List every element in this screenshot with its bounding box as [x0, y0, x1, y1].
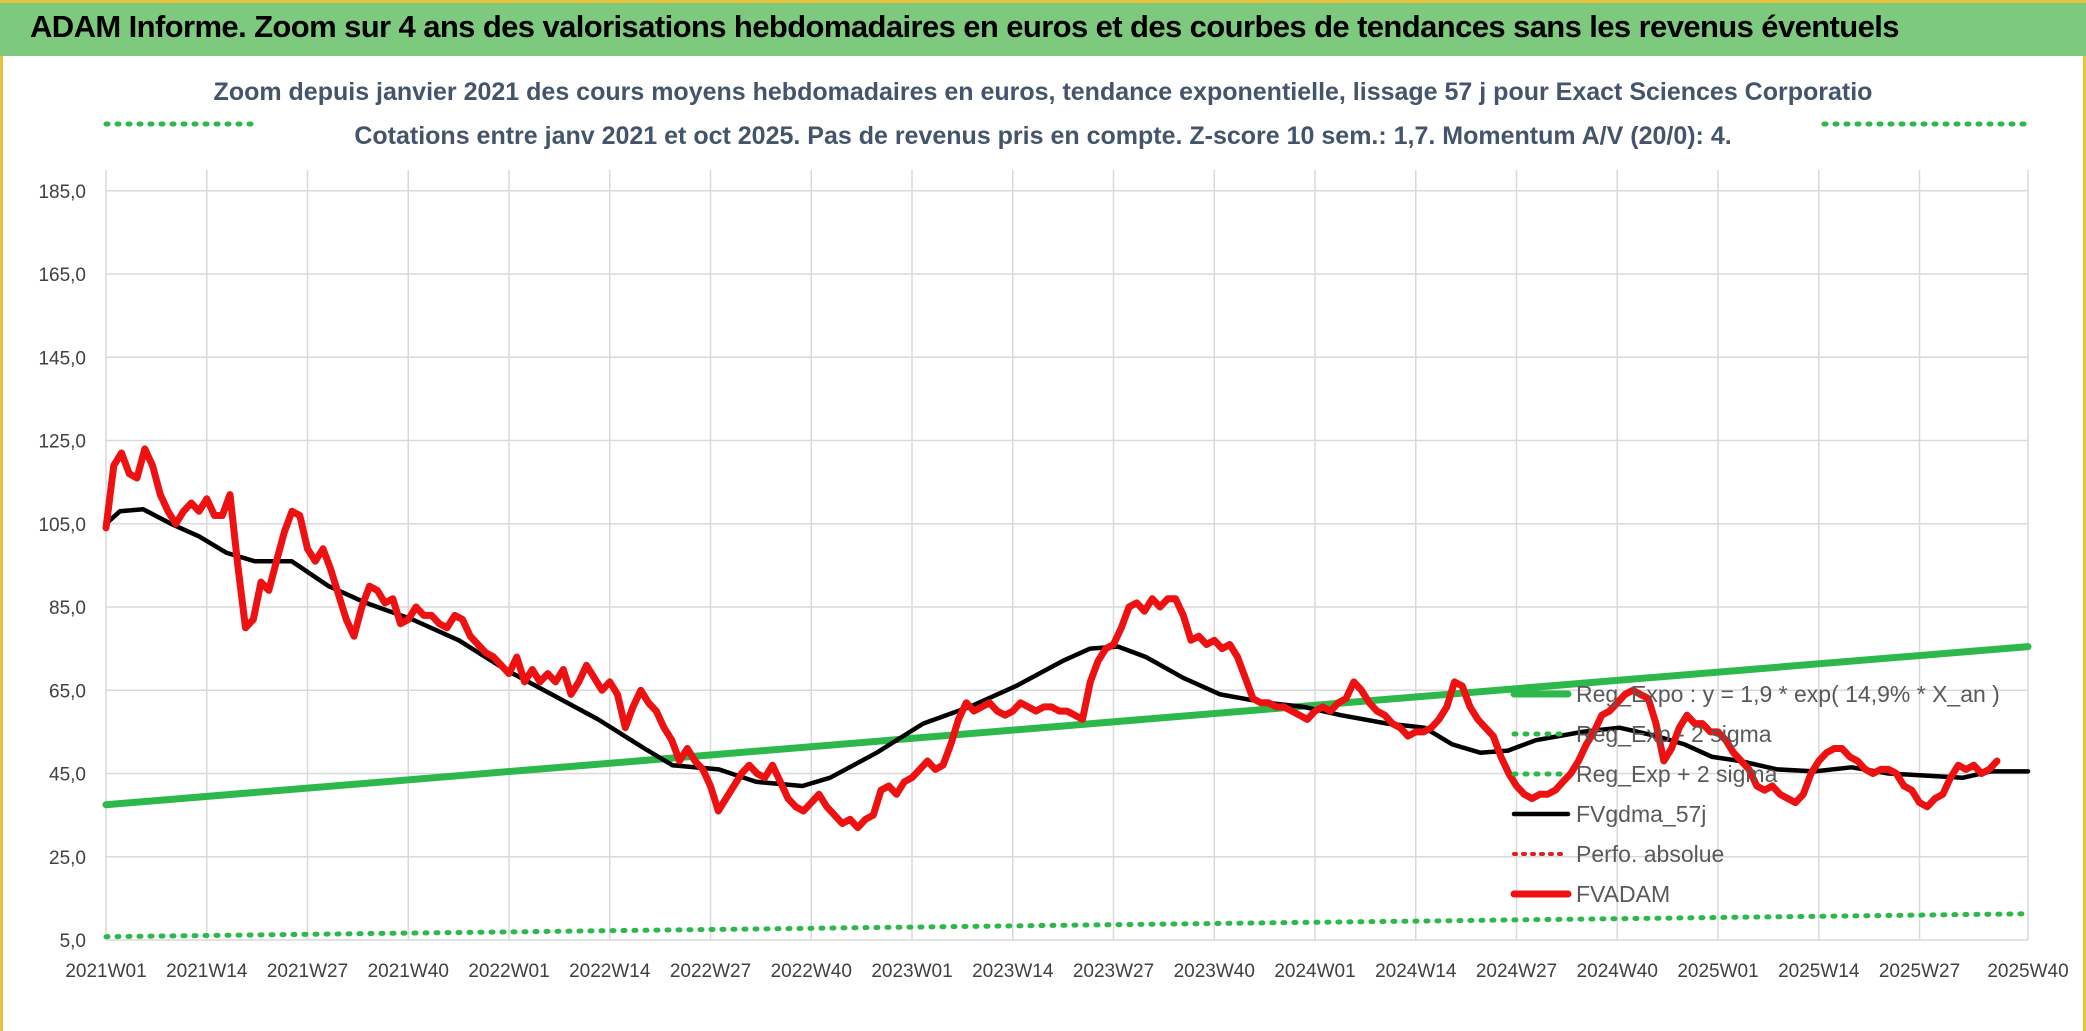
grid-layer [105, 170, 2029, 941]
y-tick-label: 85,0 [49, 598, 86, 619]
x-tick-label: 2023W27 [1073, 961, 1154, 982]
y-tick-label: 145,0 [38, 348, 86, 369]
legend-perfo-absolue-label: Perfo. absolue [1576, 841, 1724, 867]
x-tick-label: 2022W14 [569, 961, 651, 982]
x-tick-label: 2021W27 [267, 961, 348, 982]
y-tick-label: 5,0 [60, 931, 86, 952]
banner-title: ADAM Informe. Zoom sur 4 ans des valoris… [30, 9, 1900, 44]
chart-title: Zoom depuis janvier 2021 des cours moyen… [214, 78, 1873, 106]
x-tick-label: 2024W40 [1577, 961, 1658, 982]
x-tick-label: 2025W40 [1987, 961, 2068, 982]
y-tick-label: 125,0 [38, 432, 86, 453]
chart-frame [0, 56, 2086, 1031]
reg-minus-2sigma-line [103, 911, 2031, 940]
x-tick-label: 2025W01 [1677, 961, 1758, 982]
y-tick-label: 65,0 [49, 681, 86, 702]
x-axis-ticks: 2021W01 2021W14 2021W27 2021W40 2022W01 2022W… [65, 961, 2068, 982]
y-tick-label: 185,0 [38, 182, 86, 203]
y-axis-ticks: 5,0 25,0 45,0 65,0 85,0 105,0 125,0 145,0 165,0 1… [38, 182, 86, 952]
reg-expo-line [102, 643, 2032, 809]
x-tick-label: 2025W14 [1778, 961, 1860, 982]
y-tick-label: 45,0 [49, 765, 86, 786]
x-tick-label: 2021W01 [65, 961, 146, 982]
legend-fvgdma-57j-label: FVgdma_57j [1576, 801, 1706, 827]
legend-fvadam-label: FVADAM [1576, 881, 1670, 907]
report-banner: ADAM Informe. Zoom sur 4 ans des valoris… [0, 0, 2086, 56]
chart-subtitle: Cotations entre janv 2021 et oct 2025. P… [354, 122, 1731, 150]
x-tick-label: 2023W14 [972, 961, 1054, 982]
x-tick-label: 2023W40 [1174, 961, 1255, 982]
x-tick-label: 2021W40 [368, 961, 449, 982]
y-tick-label: 105,0 [38, 515, 86, 536]
x-tick-label: 2024W14 [1375, 961, 1457, 982]
y-tick-label: 25,0 [49, 848, 86, 869]
x-tick-label: 2022W27 [670, 961, 751, 982]
x-tick-label: 2025W27 [1879, 961, 1960, 982]
legend-reg-minus-2sigma-label: Reg_Exp - 2 sigma [1576, 721, 1772, 747]
x-tick-label: 2021W14 [166, 961, 248, 982]
legend-reg-expo-label: Reg_Expo : y = 1,9 * exp( 14,9% * X_an ) [1576, 681, 2000, 707]
x-tick-label: 2023W01 [871, 961, 952, 982]
fvadam-line [102, 445, 2001, 832]
legend: Reg_Expo : y = 1,9 * exp( 14,9% * X_an )… [1510, 681, 2000, 907]
x-tick-label: 2024W27 [1476, 961, 1557, 982]
x-tick-label: 2024W01 [1274, 961, 1355, 982]
legend-reg-plus-2sigma-label: Reg_Exp + 2 sigma [1576, 761, 1778, 787]
x-tick-label: 2022W01 [468, 961, 549, 982]
series-layer [102, 121, 2032, 940]
y-tick-label: 165,0 [38, 265, 86, 286]
x-tick-label: 2022W40 [771, 961, 852, 982]
